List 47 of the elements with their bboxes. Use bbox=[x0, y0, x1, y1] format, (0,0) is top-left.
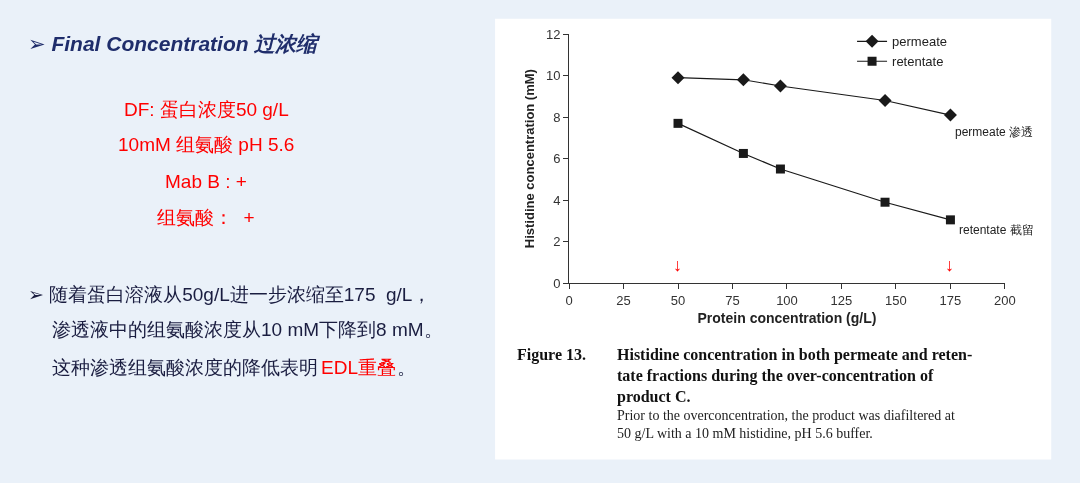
y-tick-label: 6 bbox=[553, 151, 561, 167]
x-tick-label: 100 bbox=[776, 292, 798, 308]
text: 。 bbox=[397, 357, 416, 378]
text: Prior to the overconcentration, the product was diafiltered at 50 g/L with a 10 mM histidine, pH 5.6 buffer. bbox=[617, 408, 955, 442]
legend-label: retentate bbox=[892, 54, 944, 70]
point bbox=[738, 148, 748, 158]
point bbox=[943, 108, 957, 122]
caption: Figure 13. bbox=[517, 346, 587, 364]
x-tick-label: 50 bbox=[670, 292, 686, 308]
point bbox=[775, 164, 785, 174]
text: Histidine concentration in both permeate and reten- tate fractions during the over-concentration of product C. bbox=[617, 346, 973, 406]
annotation: ↓ bbox=[673, 255, 682, 275]
x-tick-label: 175 bbox=[939, 292, 962, 308]
point bbox=[880, 197, 890, 207]
text: ➢ Final Concentration 过浓缩 bbox=[28, 32, 322, 55]
x-tick-label: 25 bbox=[616, 292, 631, 308]
point bbox=[671, 71, 685, 85]
y-tick-label: 4 bbox=[553, 192, 561, 208]
annotation: permeate 渗透 bbox=[955, 125, 1034, 139]
y-tick-label: 2 bbox=[553, 234, 561, 250]
y-tick-label: 8 bbox=[553, 109, 561, 125]
point bbox=[673, 118, 683, 128]
x-tick-label: 200 bbox=[994, 292, 1016, 308]
point bbox=[945, 215, 955, 225]
text: Mab B : + bbox=[165, 171, 247, 192]
point bbox=[773, 79, 787, 93]
text: 渗透液中的组氨酸浓度从10 mM下降到8 mM。 bbox=[52, 319, 443, 340]
y-tick-label: 0 bbox=[553, 275, 561, 291]
x-tick-label: 125 bbox=[830, 292, 853, 308]
x-tick-label: 0 bbox=[565, 292, 573, 308]
x-axis-title: Protein concentration (g/L) bbox=[697, 310, 877, 327]
x-tick-label: 150 bbox=[885, 292, 907, 308]
text: ➢ 随着蛋白溶液从50g/L进一步浓缩至175 g/L， bbox=[28, 284, 432, 305]
text: 10mM 组氨酸 pH 5.6 bbox=[118, 134, 295, 155]
text: 组氨酸： + bbox=[157, 207, 255, 228]
point bbox=[878, 94, 892, 108]
annotation: retentate 截留 bbox=[959, 223, 1034, 237]
annotation: ↓ bbox=[945, 255, 954, 275]
legend-label: permeate bbox=[892, 34, 947, 50]
x-tick-label: 75 bbox=[725, 292, 740, 308]
text: EDL重叠 bbox=[321, 357, 396, 378]
text: 这种渗透组氨酸浓度的降低表明 bbox=[52, 357, 318, 378]
text: DF: 蛋白浓度50 g/L bbox=[124, 99, 289, 120]
y-tick-label: 10 bbox=[545, 68, 561, 84]
point bbox=[736, 73, 750, 87]
y-tick-label: 12 bbox=[545, 26, 561, 42]
y-axis-title: Histidine concentration (mM) bbox=[521, 69, 537, 249]
